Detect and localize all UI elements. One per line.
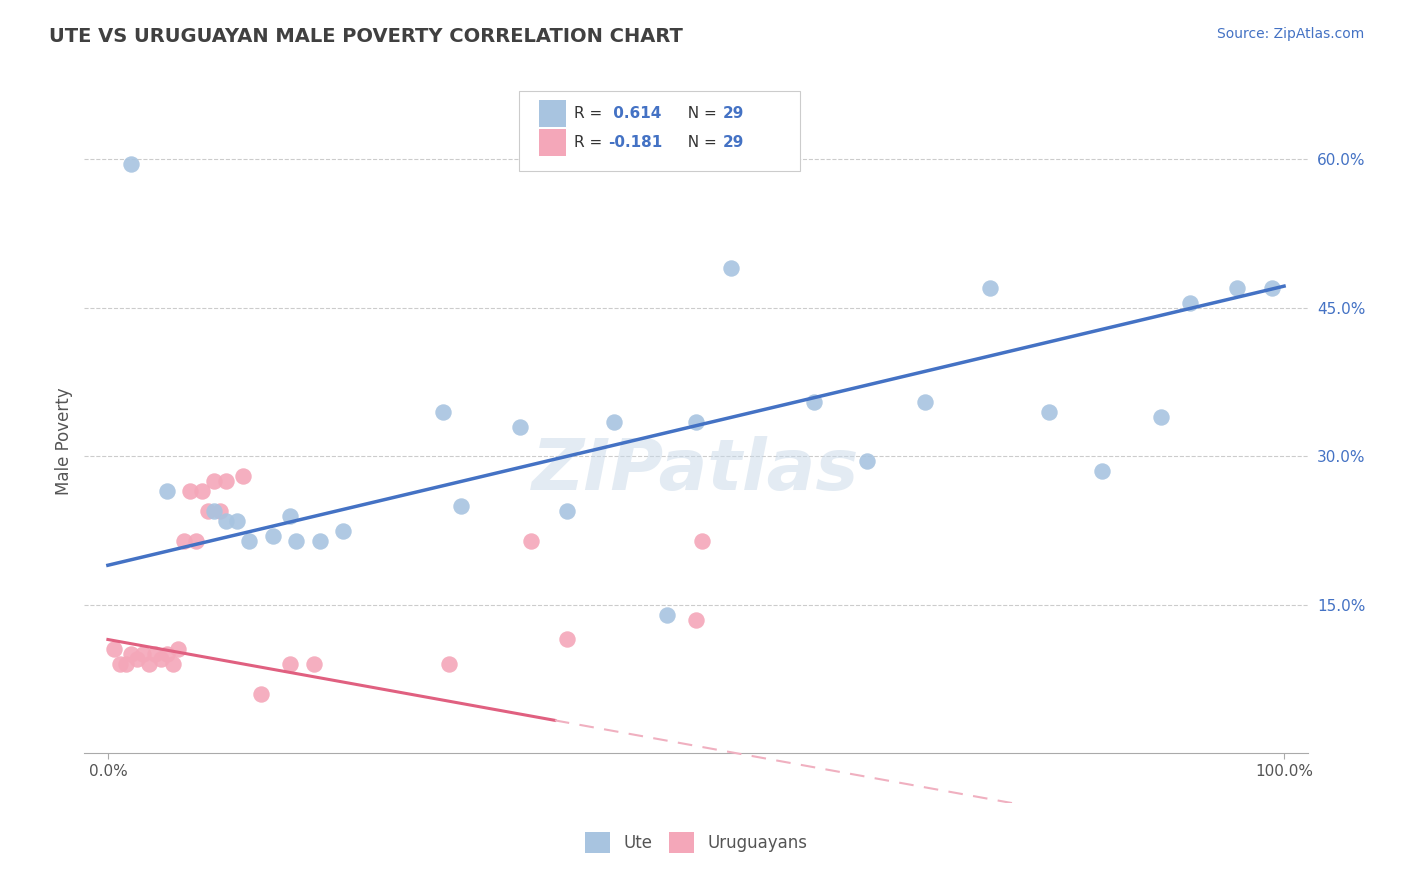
Point [108, 657, 131, 672]
Point [655, 607, 678, 622]
Point [120, 157, 142, 171]
Point [167, 642, 190, 657]
Point [202, 504, 225, 518]
Text: Source: ZipAtlas.com: Source: ZipAtlas.com [1216, 27, 1364, 41]
Point [249, 687, 271, 701]
Point [232, 469, 254, 483]
Point [149, 652, 172, 666]
Point [685, 613, 707, 627]
Text: R =: R = [574, 135, 607, 150]
Point [179, 483, 201, 498]
Point [555, 632, 578, 647]
Point [555, 504, 578, 518]
Point [1038, 405, 1060, 419]
FancyBboxPatch shape [540, 128, 567, 156]
Point [602, 415, 624, 429]
Point [332, 524, 354, 538]
Text: 29: 29 [723, 106, 744, 121]
Point [238, 533, 260, 548]
Point [509, 419, 531, 434]
Point [437, 657, 460, 672]
Point [173, 533, 195, 548]
Point [138, 657, 160, 672]
Point [914, 395, 936, 409]
Point [855, 454, 877, 468]
Text: N =: N = [678, 135, 721, 150]
Point [197, 504, 219, 518]
Point [1226, 281, 1249, 295]
Point [214, 474, 236, 488]
Point [226, 514, 249, 528]
Point [202, 474, 225, 488]
Text: UTE VS URUGUAYAN MALE POVERTY CORRELATION CHART: UTE VS URUGUAYAN MALE POVERTY CORRELATIO… [49, 27, 683, 45]
Point [208, 504, 231, 518]
Point [278, 657, 301, 672]
Point [720, 261, 742, 276]
Text: R =: R = [574, 106, 607, 121]
Point [184, 533, 207, 548]
Point [302, 657, 325, 672]
Point [1149, 409, 1171, 424]
Text: -0.181: -0.181 [607, 135, 662, 150]
Point [278, 508, 301, 523]
Point [803, 395, 825, 409]
Point [432, 405, 454, 419]
Point [1091, 464, 1114, 478]
Point [979, 281, 1001, 295]
Point [191, 483, 214, 498]
Point [120, 648, 142, 662]
Point [1261, 281, 1284, 295]
Legend: Ute, Uruguayans: Ute, Uruguayans [578, 826, 814, 860]
Text: 29: 29 [723, 135, 744, 150]
Point [162, 657, 184, 672]
Point [132, 648, 155, 662]
Text: ZIPatlas: ZIPatlas [533, 436, 859, 505]
Point [1178, 296, 1201, 310]
Point [114, 657, 136, 672]
Point [143, 648, 166, 662]
Point [214, 514, 236, 528]
Point [520, 533, 543, 548]
Point [262, 528, 284, 542]
Point [685, 415, 707, 429]
Text: 0.614: 0.614 [607, 106, 661, 121]
Text: N =: N = [678, 106, 721, 121]
Point [308, 533, 330, 548]
Point [450, 499, 472, 513]
Point [127, 652, 149, 666]
Point [285, 533, 308, 548]
Y-axis label: Male Poverty: Male Poverty [55, 388, 73, 495]
FancyBboxPatch shape [540, 100, 567, 128]
Point [156, 483, 179, 498]
Point [690, 533, 713, 548]
Point [103, 642, 125, 657]
FancyBboxPatch shape [519, 91, 800, 170]
Point [156, 648, 179, 662]
